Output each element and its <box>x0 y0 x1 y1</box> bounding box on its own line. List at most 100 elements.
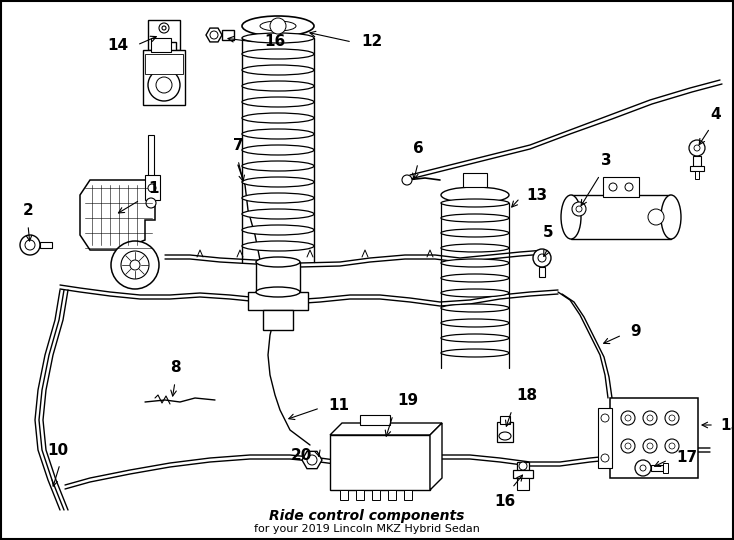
Circle shape <box>601 454 609 462</box>
Bar <box>651 465 663 471</box>
Text: 8: 8 <box>170 360 181 375</box>
Bar <box>517 478 529 490</box>
Polygon shape <box>430 423 442 490</box>
Ellipse shape <box>256 287 300 297</box>
Text: for your 2019 Lincoln MKZ Hybrid Sedan: for your 2019 Lincoln MKZ Hybrid Sedan <box>254 524 480 534</box>
Bar <box>513 470 533 478</box>
Circle shape <box>519 462 527 470</box>
Text: 15: 15 <box>720 417 734 433</box>
Bar <box>372 490 380 500</box>
Bar <box>539 267 545 277</box>
Text: 18: 18 <box>516 388 537 403</box>
Circle shape <box>270 18 286 34</box>
Ellipse shape <box>242 209 314 219</box>
Bar <box>463 173 487 187</box>
Circle shape <box>130 260 140 270</box>
Text: 20: 20 <box>291 449 312 463</box>
Bar <box>145 54 183 74</box>
Ellipse shape <box>441 187 509 203</box>
Circle shape <box>669 415 675 421</box>
Ellipse shape <box>242 49 314 59</box>
Bar <box>151 38 171 52</box>
Ellipse shape <box>242 241 314 251</box>
Circle shape <box>643 439 657 453</box>
Ellipse shape <box>441 259 509 267</box>
Text: 4: 4 <box>711 107 722 122</box>
Ellipse shape <box>242 177 314 187</box>
Circle shape <box>647 443 653 449</box>
Text: 5: 5 <box>542 225 553 240</box>
Bar <box>404 490 412 500</box>
Ellipse shape <box>561 195 581 239</box>
Circle shape <box>402 175 412 185</box>
Text: 2: 2 <box>23 203 33 218</box>
Circle shape <box>156 77 172 93</box>
Bar <box>248 292 308 310</box>
Bar <box>263 310 293 330</box>
Circle shape <box>148 69 180 101</box>
Polygon shape <box>80 180 155 250</box>
Ellipse shape <box>441 334 509 342</box>
Circle shape <box>665 439 679 453</box>
Ellipse shape <box>242 113 314 123</box>
Ellipse shape <box>260 21 296 31</box>
Circle shape <box>625 183 633 191</box>
Text: 9: 9 <box>630 325 641 340</box>
Circle shape <box>635 460 651 476</box>
Circle shape <box>625 443 631 449</box>
Ellipse shape <box>242 145 314 155</box>
Ellipse shape <box>441 229 509 237</box>
Ellipse shape <box>661 195 681 239</box>
Ellipse shape <box>256 257 300 267</box>
Bar <box>148 135 154 195</box>
Bar <box>388 490 396 500</box>
Polygon shape <box>302 451 322 469</box>
Bar <box>340 490 348 500</box>
Circle shape <box>307 455 317 465</box>
Bar <box>693 156 701 166</box>
Text: 19: 19 <box>397 393 418 408</box>
Ellipse shape <box>242 193 314 203</box>
Bar <box>663 463 668 473</box>
Ellipse shape <box>242 225 314 235</box>
Circle shape <box>538 254 546 262</box>
Bar <box>517 462 529 470</box>
Bar <box>598 408 612 468</box>
Circle shape <box>25 240 35 250</box>
Text: 10: 10 <box>48 443 68 458</box>
Text: 6: 6 <box>413 141 424 156</box>
Circle shape <box>621 439 635 453</box>
Text: 1: 1 <box>148 181 159 196</box>
Circle shape <box>576 206 582 212</box>
Text: 3: 3 <box>600 153 611 168</box>
Text: 16: 16 <box>264 35 286 50</box>
Ellipse shape <box>441 244 509 252</box>
Bar <box>145 175 160 200</box>
Bar <box>143 50 185 105</box>
Polygon shape <box>148 20 180 50</box>
Circle shape <box>210 31 218 39</box>
Ellipse shape <box>242 97 314 107</box>
Bar <box>690 166 704 171</box>
Text: 12: 12 <box>361 35 382 50</box>
Circle shape <box>609 183 617 191</box>
Text: 16: 16 <box>495 494 515 509</box>
Ellipse shape <box>441 199 509 207</box>
Text: 14: 14 <box>107 38 128 53</box>
Ellipse shape <box>242 161 314 171</box>
Ellipse shape <box>441 349 509 357</box>
Ellipse shape <box>242 81 314 91</box>
Circle shape <box>20 235 40 255</box>
Text: 7: 7 <box>233 138 243 153</box>
Text: 11: 11 <box>328 397 349 413</box>
Ellipse shape <box>499 432 511 440</box>
Ellipse shape <box>441 304 509 312</box>
Ellipse shape <box>441 214 509 222</box>
Text: 13: 13 <box>526 187 547 202</box>
Circle shape <box>640 465 646 471</box>
Circle shape <box>669 443 675 449</box>
Ellipse shape <box>441 274 509 282</box>
Circle shape <box>689 140 705 156</box>
Circle shape <box>647 415 653 421</box>
Ellipse shape <box>441 289 509 297</box>
